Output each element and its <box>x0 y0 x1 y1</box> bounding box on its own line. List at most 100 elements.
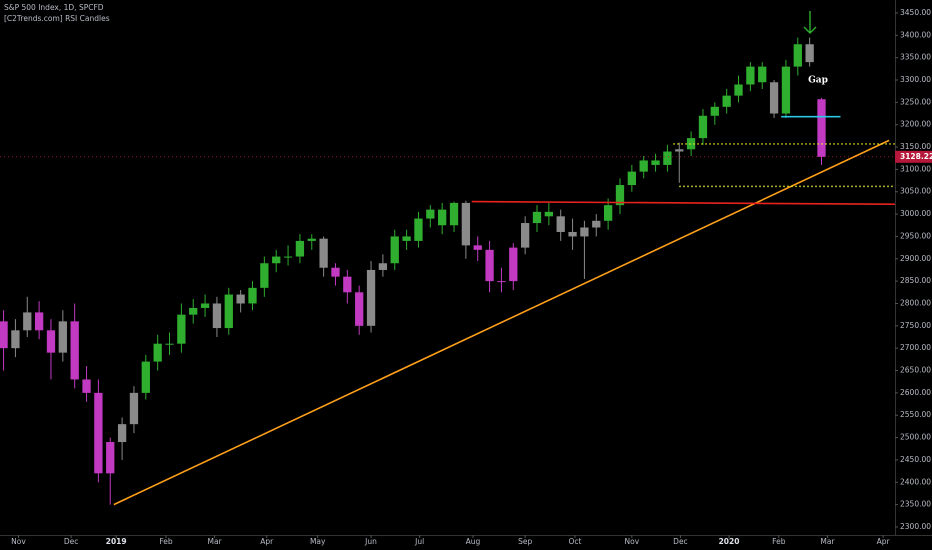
y-tick-label: 3300.00 <box>900 75 931 84</box>
candle-body <box>82 379 91 393</box>
candle-body <box>106 442 115 474</box>
candle-body <box>70 321 79 380</box>
last-price-label: 3128.22 <box>900 152 932 161</box>
gap-annotation: Gap <box>808 76 828 86</box>
candle-body <box>473 245 482 250</box>
candle-body <box>212 303 222 329</box>
y-tick-label: 3400.00 <box>900 30 931 39</box>
y-tick-label: 3450.00 <box>900 8 931 17</box>
candle-body <box>592 220 601 228</box>
candle-body <box>295 240 305 257</box>
x-tick-label: Oct <box>568 537 581 546</box>
candle-body <box>23 312 32 331</box>
indicator-name: [C2Trends.com] RSI Candles <box>4 14 110 23</box>
y-tick-label: 2950.00 <box>900 231 931 240</box>
candle-body <box>165 343 174 345</box>
candle-body <box>307 238 316 241</box>
candle-body <box>248 287 257 304</box>
x-tick-label: Feb <box>159 537 173 546</box>
candle-body <box>331 267 340 277</box>
candle-body <box>663 151 672 165</box>
candle-body <box>343 276 352 293</box>
candle-body <box>402 236 411 241</box>
candle-body <box>378 263 388 270</box>
y-tick-label: 2400.00 <box>900 477 931 486</box>
candle-body <box>177 314 186 344</box>
candle-body <box>449 202 459 226</box>
y-tick-label: 2750.00 <box>900 321 931 330</box>
candle-body <box>366 269 376 326</box>
candle-body <box>580 227 589 237</box>
candle-body <box>568 231 577 237</box>
candle-body <box>805 44 814 63</box>
candle-body <box>627 171 636 186</box>
candle-body <box>94 392 103 474</box>
candle-body <box>414 218 423 241</box>
x-tick-label: Jul <box>414 537 424 546</box>
x-tick-label: 2019 <box>106 537 127 546</box>
y-tick-label: 2350.00 <box>900 500 931 509</box>
candle-body <box>355 292 364 326</box>
y-tick-label: 2900.00 <box>900 254 931 263</box>
x-tick-label: Apr <box>260 537 274 546</box>
candle-body <box>769 82 779 114</box>
candle-body <box>544 211 554 217</box>
x-tick-label: Aug <box>466 537 481 546</box>
candle-body <box>117 424 127 443</box>
y-tick-label: 2500.00 <box>900 433 931 442</box>
candle-body <box>236 294 245 304</box>
y-tick-label: 3000.00 <box>900 209 931 218</box>
candle-body <box>11 330 20 349</box>
candle-body <box>141 361 150 393</box>
x-tick-label: Mar <box>820 537 835 546</box>
candle-body <box>189 307 198 315</box>
x-tick-label: Mar <box>207 537 222 546</box>
x-tick-label: Sep <box>518 537 532 546</box>
candle-body <box>200 303 210 308</box>
x-tick-label: Dec <box>64 537 79 546</box>
y-tick-label: 2700.00 <box>900 343 931 352</box>
x-tick-label: Jun <box>364 537 377 546</box>
x-tick-label: Dec <box>673 537 688 546</box>
x-tick-label: 2020 <box>719 537 740 546</box>
candle-body <box>734 84 743 96</box>
y-tick-label: 3050.00 <box>900 187 931 196</box>
last-price-box <box>895 150 932 163</box>
candle-body <box>746 66 755 85</box>
y-tick-label: 3350.00 <box>900 53 931 62</box>
candle-body <box>224 294 233 329</box>
x-tick-label: Nov <box>11 537 26 546</box>
candle-body <box>675 149 684 152</box>
y-tick-label: 2800.00 <box>900 298 931 307</box>
peak-arrow <box>803 11 817 34</box>
candle-body <box>283 256 293 258</box>
candle-body <box>603 205 613 221</box>
candle-body <box>461 202 471 246</box>
candle-body <box>34 312 44 331</box>
y-tick-label: 3250.00 <box>900 97 931 106</box>
candle-body <box>129 392 139 425</box>
candle-body <box>319 238 328 268</box>
candle-body <box>0 321 8 349</box>
chart-title: S&P 500 Index, 1D, SPCFD <box>4 3 104 12</box>
y-tick-label: 2850.00 <box>900 276 931 285</box>
candle-body <box>153 343 162 362</box>
candle-body <box>497 281 506 283</box>
x-tick-label: Nov <box>625 537 640 546</box>
candle-body <box>686 138 696 150</box>
candle-body <box>532 211 542 224</box>
candle-body <box>781 66 791 114</box>
candle-body <box>710 106 719 116</box>
candle-body <box>758 66 767 83</box>
candle-body <box>520 223 530 248</box>
candle-body <box>817 99 826 157</box>
y-tick-label: 2650.00 <box>900 366 931 375</box>
candle-body <box>46 330 56 353</box>
candle-body <box>556 216 565 232</box>
candle-body <box>390 236 399 264</box>
candle-body <box>426 209 435 219</box>
candle-body <box>58 321 67 353</box>
y-tick-label: 2300.00 <box>900 522 931 531</box>
